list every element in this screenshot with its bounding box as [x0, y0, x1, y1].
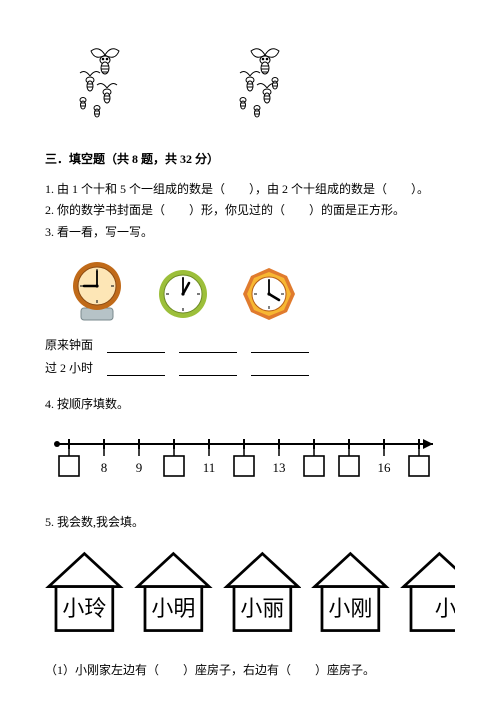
svg-text:16: 16 [378, 460, 392, 475]
blank-line[interactable] [179, 339, 237, 353]
bee-group-icon [65, 40, 145, 120]
blank-line[interactable] [251, 339, 309, 353]
house-icon: 小明 [134, 546, 213, 640]
house-icon: 小丽 [223, 546, 302, 640]
section-title: 三．填空题（共 8 题，共 32 分） [45, 150, 455, 167]
house-label: 小丽 [240, 596, 284, 621]
blank-line[interactable] [107, 339, 165, 353]
svg-text:13: 13 [273, 460, 286, 475]
clocks-row [67, 256, 455, 326]
clock-answer-lines: 原来钟面 过 2 小时 [45, 336, 455, 376]
house-icon-partial: 小 [400, 546, 455, 640]
number-line: 8 9 11 13 16 [49, 424, 449, 490]
blank-line[interactable] [251, 362, 309, 376]
decorative-bees-row [65, 40, 455, 120]
house-label: 小明 [151, 596, 195, 621]
blank-line[interactable] [179, 362, 237, 376]
clock-icon-1 [67, 256, 127, 326]
question-2: 2. 你的数学书封面是（ ）形，你见过的（ ）的面是正方形。 [45, 200, 455, 220]
svg-text:11: 11 [203, 460, 216, 475]
house-label: 小 [435, 596, 455, 621]
label-after: 过 2 小时 [45, 359, 107, 376]
houses-row: 小玲 小明 小丽 小刚 小 [45, 546, 455, 640]
clock-icon-2 [155, 264, 211, 326]
question-3: 3. 看一看，写一写。 [45, 222, 455, 242]
blank-line[interactable] [107, 362, 165, 376]
question-4-title: 4. 按顺序填数。 [45, 394, 455, 414]
svg-text:9: 9 [136, 460, 143, 475]
question-5-sub1: （1）小刚家左边有（ ）座房子，右边有（ ）座房子。 [45, 660, 455, 680]
svg-text:8: 8 [101, 460, 108, 475]
question-5-title: 5. 我会数,我会填。 [45, 512, 455, 532]
clock-icon-3 [239, 264, 299, 326]
house-label: 小刚 [329, 596, 373, 621]
house-label: 小玲 [62, 596, 106, 621]
label-before: 原来钟面 [45, 336, 107, 353]
house-icon: 小玲 [45, 546, 124, 640]
question-1: 1. 由 1 个十和 5 个一组成的数是（ ），由 2 个十组成的数是（ ）。 [45, 179, 455, 199]
bee-group-icon [225, 40, 305, 120]
house-icon: 小刚 [311, 546, 390, 640]
